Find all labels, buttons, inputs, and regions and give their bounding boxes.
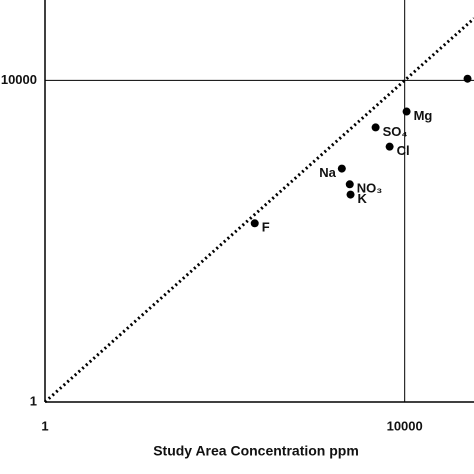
data-point: [337, 164, 346, 173]
point-label: Cl: [397, 143, 410, 158]
x-tick-label: 10000: [387, 418, 423, 433]
data-point: [371, 123, 380, 132]
x-axis-label: Study Area Concentration ppm: [153, 443, 359, 459]
data-point: [402, 107, 411, 116]
data-point: [385, 142, 394, 151]
y-tick-label: 1: [30, 393, 37, 408]
data-point: [463, 74, 472, 83]
point-label: F: [262, 220, 270, 235]
data-point: [346, 190, 355, 199]
x-tick-label: 1: [41, 418, 48, 433]
data-point: [345, 180, 354, 189]
identity-line: [44, 17, 474, 404]
point-label: SO₄: [383, 124, 408, 139]
point-label: Na: [319, 165, 336, 180]
point-label: NO₃: [357, 181, 383, 196]
point-label: Mg: [414, 108, 433, 123]
y-tick-label: 10000: [1, 72, 37, 87]
point-label: K: [358, 191, 368, 206]
data-point: [250, 219, 259, 228]
